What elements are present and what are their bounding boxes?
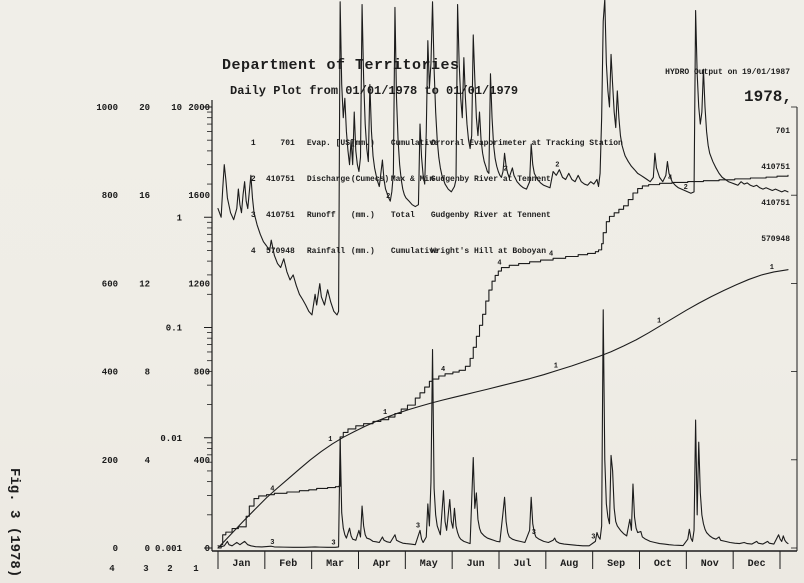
month-label-jun: Jun <box>467 559 485 570</box>
month-label-may: May <box>420 559 438 570</box>
series-line-3 <box>217 309 789 548</box>
series-legend: 1 701 Evap. [US](mm.) CumulativeOrroral Eva… <box>222 102 642 270</box>
scale-1-tick-label: 800 <box>194 368 210 378</box>
month-label-sep: Sep <box>607 559 625 570</box>
month-label-jul: Jul <box>513 558 531 570</box>
month-label-jan: Jan <box>232 559 250 570</box>
legend-unit: (mm.) <box>350 247 375 256</box>
month-label-dec: Dec <box>748 559 766 570</box>
month-label-nov: Nov <box>701 559 719 570</box>
scale-4-tick-label: 600 <box>102 279 118 289</box>
legend-series-index: 3 <box>250 211 256 220</box>
scale-4-tick-label: 400 <box>102 368 118 378</box>
month-label-oct: Oct <box>654 559 672 570</box>
curve-number-label-3: 3 <box>416 522 420 530</box>
plot-subtitle: Daily Plot from 01/01/1978 to 01/01/1979 <box>230 84 519 98</box>
curve-number-label-2: 2 <box>684 184 688 192</box>
scale-id-label: 3 <box>143 564 148 574</box>
station-number: 570948 <box>761 235 790 244</box>
legend-series-index: 1 <box>250 139 256 148</box>
output-note: HYDRO Output on 19/01/1987 <box>665 68 790 77</box>
scale-3-tick-label: 16 <box>139 191 150 201</box>
legend-row: 1 701 Evap. [US](mm.) CumulativeOrroral Eva… <box>222 126 642 148</box>
curve-number-label-1: 1 <box>383 409 387 417</box>
month-label-apr: Apr <box>373 559 391 570</box>
legend-row: 2 410751 Discharge(Cumecs) Max & MinGudgenb… <box>222 162 642 184</box>
station-number: 410751 <box>761 163 790 172</box>
curve-number-label-4: 4 <box>441 366 445 374</box>
scale-2-tick-label: 10 <box>171 103 182 113</box>
station-number-list: 701 410751 410751 570948 <box>700 102 790 270</box>
legend-station-number: 410751 <box>266 175 295 184</box>
legend-series-index: 4 <box>250 247 256 256</box>
legend-description: Gudgenby River at Tennent <box>430 211 551 220</box>
scale-3-tick-label: 4 <box>145 456 151 466</box>
curve-number-label-3: 3 <box>270 539 274 547</box>
scale-id-label: 1 <box>193 564 199 574</box>
legend-variable: Rainfall <box>306 247 346 256</box>
legend-statistic: Cumulative <box>390 139 439 148</box>
curve-number-label-1: 1 <box>328 436 332 444</box>
scale-3-tick-label: 20 <box>139 103 150 113</box>
legend-variable: Runoff <box>306 211 336 220</box>
legend-unit: (mm.) <box>350 139 375 148</box>
page-title: Department of Territories <box>222 57 460 74</box>
legend-variable: Discharge <box>306 175 351 184</box>
legend-variable: Evap. [US] <box>306 139 355 148</box>
curve-number-label-3: 3 <box>591 533 595 541</box>
scale-4-tick-label: 200 <box>102 456 118 466</box>
series-line-1 <box>217 269 789 549</box>
station-number: 701 <box>775 127 790 136</box>
legend-unit: (Cumecs) <box>350 175 390 184</box>
curve-number-label-3: 3 <box>331 539 335 547</box>
figure-caption: Fig. 3 (1978) <box>6 468 22 578</box>
legend-station-number: 410751 <box>266 211 295 220</box>
legend-description: Orroral Evaporimeter at Tracking Station <box>430 139 623 148</box>
scale-id-label: 4 <box>109 564 115 574</box>
legend-description: Gudgenby River at Tennent <box>430 175 551 184</box>
legend-series-index: 2 <box>250 175 256 184</box>
curve-number-label-1: 1 <box>657 317 661 325</box>
legend-statistic: Max & Min <box>390 175 435 184</box>
scale-id-label: 2 <box>167 564 172 574</box>
legend-station-number: 570948 <box>266 247 295 256</box>
curve-number-label-3: 3 <box>532 529 536 537</box>
scale-4-tick-label: 1000 <box>96 103 118 113</box>
legend-unit: (mm.) <box>350 211 375 220</box>
curve-number-label-4: 4 <box>668 174 672 182</box>
scale-4-tick-label: 0 <box>113 544 118 554</box>
scale-2-tick-label: 0.01 <box>160 434 182 444</box>
scale-1-tick-label: 1200 <box>188 279 210 289</box>
scale-3-tick-label: 8 <box>145 368 150 378</box>
legend-row: 3 410751 Runoff (mm.) Total Gudgenby River at… <box>222 198 642 220</box>
scale-2-tick-label: 0.1 <box>166 324 183 334</box>
scale-4-tick-label: 800 <box>102 191 118 201</box>
scale-3-tick-label: 0 <box>145 544 150 554</box>
scale-1-tick-label: 1600 <box>188 191 210 201</box>
scale-1-tick-label: 2000 <box>188 103 210 113</box>
legend-station-number: 701 <box>280 139 295 148</box>
legend-row: 4 570948 Rainfall (mm.) CumulativeWright's H… <box>222 234 642 256</box>
legend-statistic: Cumulative <box>390 247 439 256</box>
legend-description: Wright's Hill at Boboyan <box>430 247 547 256</box>
scale-3-tick-label: 12 <box>139 279 150 289</box>
curve-number-label-1: 1 <box>554 362 558 370</box>
scale-1-tick-label: 400 <box>194 456 210 466</box>
station-number: 410751 <box>761 199 790 208</box>
scale-1-tick-label: 0 <box>205 544 210 554</box>
legend-statistic: Total <box>390 211 415 220</box>
scale-2-tick-label: 1 <box>177 213 183 223</box>
month-label-aug: Aug <box>560 559 578 570</box>
curve-number-label-4: 4 <box>270 485 274 493</box>
month-label-feb: Feb <box>279 558 297 570</box>
scale-2-tick-label: 0.001 <box>155 544 183 554</box>
month-label-mar: Mar <box>326 559 344 570</box>
